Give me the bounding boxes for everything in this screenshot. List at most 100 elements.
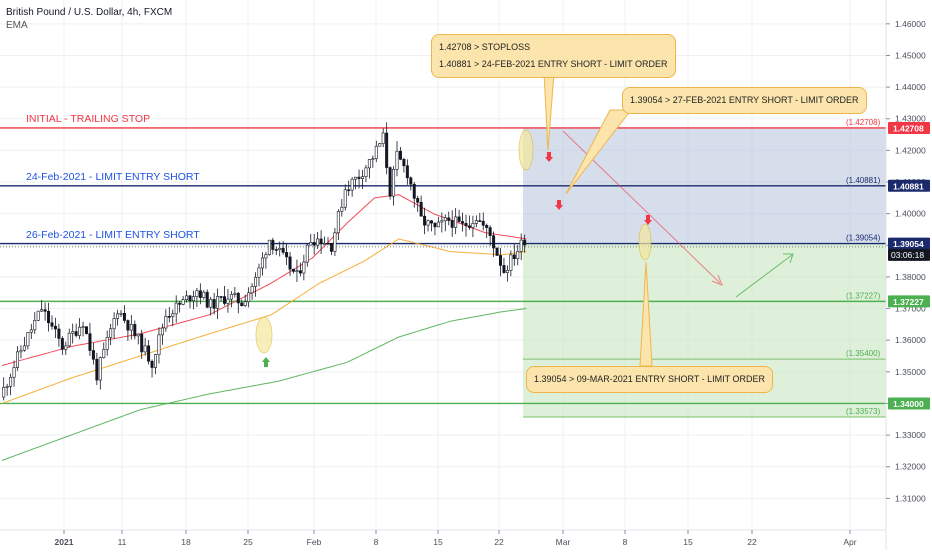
candle-body (281, 247, 285, 253)
candle-body (385, 132, 389, 168)
candle-body (488, 227, 492, 236)
candle-body (47, 311, 51, 324)
callout-entry-24feb-line: 1.40881 > 24-FEB-2021 ENTRY SHORT - LIMI… (439, 59, 668, 69)
price-tick-label: 1.46000 (895, 19, 926, 29)
candle-body (133, 324, 137, 337)
candle-body (147, 345, 151, 362)
time-tick-label: 2021 (55, 537, 74, 547)
highlight-ellipse-retest (638, 223, 652, 261)
candle-body (405, 165, 409, 179)
candle-body (260, 257, 264, 269)
candle-body (371, 158, 375, 160)
candle-body (323, 243, 327, 245)
candle-body (19, 349, 23, 353)
candle-body (426, 220, 430, 226)
candle-body (271, 239, 275, 250)
candle-body (274, 249, 278, 251)
candle-body (67, 332, 71, 347)
price-tick-label: 1.42000 (895, 145, 926, 155)
candle-body (443, 217, 447, 222)
candle-body (264, 254, 268, 259)
short-signal-arrow-2 (555, 200, 563, 210)
candle-body (461, 221, 465, 224)
candle-body (12, 367, 16, 378)
stoploss-price-tag (888, 121, 930, 134)
entry-1-price-tag (888, 179, 930, 192)
candle-body (102, 349, 106, 358)
time-tick-label: Apr (843, 537, 856, 547)
countdown-tag (888, 248, 930, 261)
candle-body (309, 242, 313, 246)
candle-body (350, 178, 354, 191)
candle-body (143, 345, 147, 353)
price-tick-label: 1.43000 (895, 114, 926, 124)
candle-body (112, 318, 116, 330)
candle-body (212, 299, 216, 309)
candle-body (122, 312, 126, 321)
candle-body (57, 328, 61, 339)
candle-body (519, 239, 523, 252)
candle-body (298, 270, 302, 274)
price-tick-label: 1.40000 (895, 209, 926, 219)
long-signal-arrow (262, 357, 270, 367)
time-tick-label: 18 (181, 537, 191, 547)
candle-body (467, 225, 471, 228)
candle-body (64, 345, 68, 350)
candle-body (22, 345, 26, 351)
candle-body (157, 334, 161, 355)
candle-body (85, 326, 89, 334)
price-tick-label: 1.35000 (895, 367, 926, 377)
candle-body (367, 159, 371, 169)
price-tick-label: 1.44000 (895, 82, 926, 92)
candle-body (71, 331, 75, 334)
candle-body (481, 220, 485, 226)
candle-body (185, 295, 189, 301)
price-tick-label: 1.33000 (895, 430, 926, 440)
level-inline-label: (1.37227) (846, 291, 881, 300)
bearish-projection-arrowhead (711, 274, 723, 286)
candle-body (43, 309, 47, 312)
candle-body (267, 239, 271, 255)
candle-body (119, 312, 123, 315)
candle-body (412, 183, 416, 199)
candle-body (250, 286, 254, 294)
candle-body (229, 294, 233, 300)
candle-body (60, 338, 64, 350)
callout-entry-27feb: 1.39054 > 27-FEB-2021 ENTRY SHORT - LIMI… (622, 87, 867, 114)
candle-body (505, 270, 509, 273)
candle-body (181, 299, 185, 305)
price-tick-label: 1.45000 (895, 50, 926, 60)
candle-body (226, 298, 230, 304)
time-tick-label: 15 (683, 537, 693, 547)
candle-body (105, 337, 109, 350)
bullish-projection-line (735, 254, 793, 298)
candle-body (502, 265, 506, 273)
candle-body (354, 176, 358, 180)
price-tick-label: 1.36000 (895, 335, 926, 345)
callout-stoploss-line: 1.42708 > STOPLOSS (439, 42, 531, 52)
candle-body (285, 252, 289, 258)
candle-body (509, 254, 513, 271)
candle-body (388, 167, 392, 197)
candle-body (53, 325, 57, 330)
candle-body (205, 291, 209, 308)
candle-body (450, 220, 454, 228)
callout-pointer-mid (565, 109, 633, 195)
candle-body (326, 243, 330, 245)
candle-body (150, 360, 154, 368)
symbol-title: British Pound / U.S. Dollar, 4h, FXCM (6, 7, 173, 18)
candle-body (429, 220, 433, 224)
candle-body (295, 270, 299, 272)
candle-body (343, 189, 347, 208)
trailing-stop-label: INITIAL - TRAILING STOP (26, 112, 151, 125)
candle-body (233, 292, 237, 295)
time-tick-label: 22 (747, 537, 757, 547)
candle-body (191, 296, 195, 302)
candle-body (278, 247, 282, 251)
level-inline-label: (1.42708) (846, 118, 881, 127)
time-tick-label: 8 (623, 537, 628, 547)
candle-body (116, 313, 120, 319)
candle-body (33, 320, 37, 331)
